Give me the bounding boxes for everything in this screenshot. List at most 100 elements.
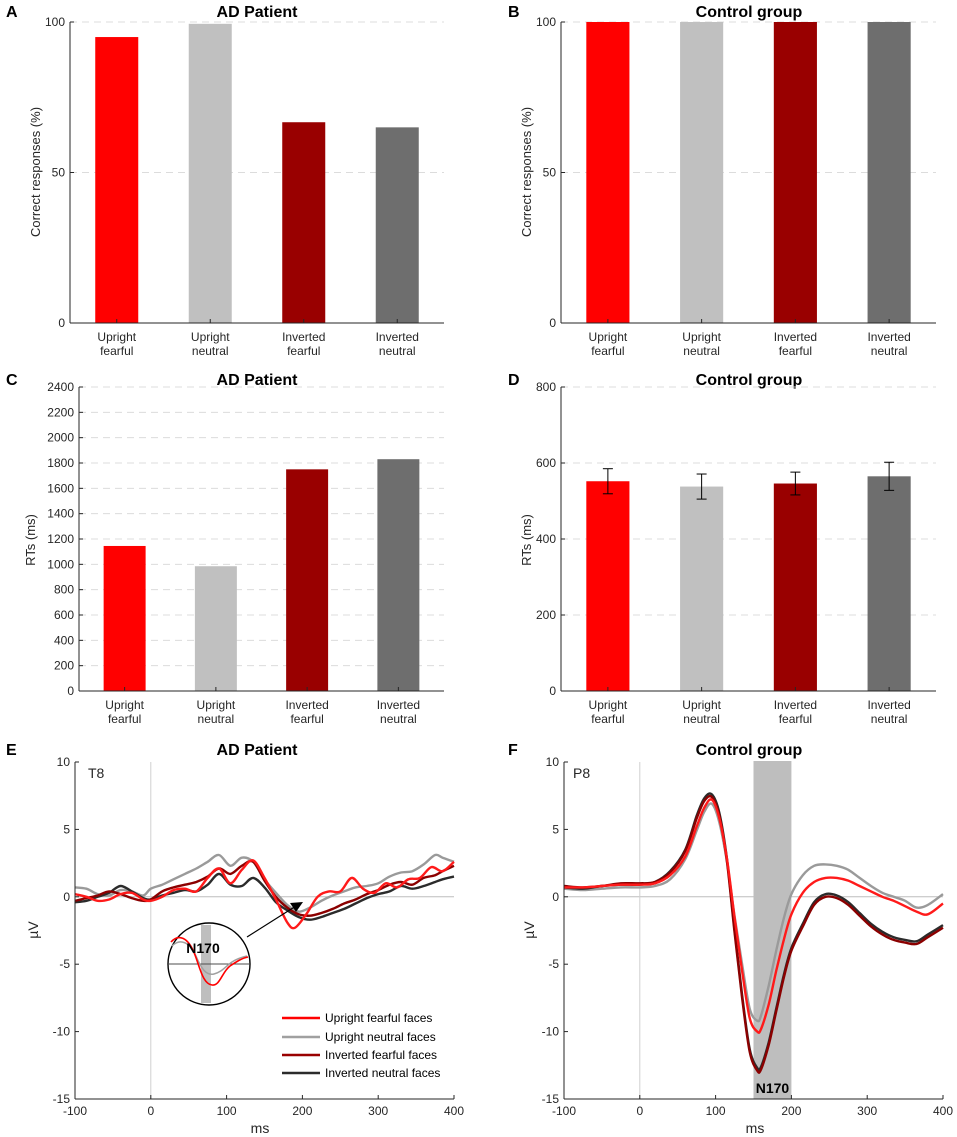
- panel-b-ytick-label: 50: [543, 166, 557, 180]
- panel-a-bar-2: [188, 23, 232, 323]
- panel-a-xtick-label: fearful: [100, 344, 133, 358]
- panel-b-ylabel: Correct responses (%): [519, 107, 534, 237]
- panel-b: B Control group 0 50 100 UprightfearfulUpr…: [508, 4, 936, 358]
- panel-e-legend: Upright fearful faces Upright neutral fa…: [282, 1011, 440, 1080]
- panel-b-xtick-label: fearful: [779, 344, 812, 358]
- panel-f-xtick-label: 200: [781, 1104, 801, 1118]
- panel-e-ytick-label: -10: [53, 1025, 71, 1039]
- panel-f-xtick-label: -100: [552, 1104, 576, 1118]
- panel-b-xtick-label: Inverted: [774, 330, 817, 344]
- panel-b-title: Control group: [696, 4, 803, 21]
- panel-b-bar-1: [586, 22, 630, 323]
- panel-e-ylabel: µV: [25, 921, 41, 939]
- panel-f: F Control group -15 -10 -5 0 5 10 -100 0 100 200…: [508, 742, 953, 1136]
- panel-e-xtick-label: -100: [63, 1104, 87, 1118]
- panel-c-ytick-label: 400: [54, 633, 74, 647]
- panel-f-xtick-label: 400: [933, 1104, 953, 1118]
- panel-f-xtick-label: 100: [706, 1104, 726, 1118]
- panel-a-xtick-label: Upright: [97, 330, 136, 344]
- panel-f-xtick-label: 0: [636, 1104, 643, 1118]
- panel-c-xtick-label: neutral: [380, 712, 417, 726]
- panel-c-ytick-label: 1200: [47, 532, 74, 546]
- panel-d-xtick-label: Inverted: [867, 698, 910, 712]
- panel-b-xtick-label: fearful: [591, 344, 624, 358]
- panel-f-axes: [563, 762, 943, 1100]
- panel-e-xlabel: ms: [251, 1120, 270, 1136]
- panel-b-letter: B: [508, 4, 520, 21]
- panel-f-ytick-label: -5: [548, 957, 559, 971]
- panel-a-letter: A: [6, 4, 18, 21]
- panel-e-yticks: -15 -10 -5 0 5 10: [53, 755, 79, 1106]
- panel-d-xticks: UprightfearfulUprightneutralInvertedfear…: [589, 687, 911, 726]
- panel-a-ytick-label: 50: [52, 166, 66, 180]
- panel-f-xlabel: ms: [746, 1120, 765, 1136]
- panel-d-ytick-label: 0: [549, 684, 556, 698]
- panel-f-title: Control group: [696, 742, 803, 759]
- legend-label-inverted-neutral: Inverted neutral faces: [325, 1066, 440, 1080]
- panel-a-ytick-label: 100: [45, 15, 65, 29]
- panel-c-bar-2: [194, 566, 237, 691]
- panel-a-xticks: UprightfearfulUprightneutralInvertedfear…: [97, 319, 419, 358]
- panel-d-xtick-label: Inverted: [774, 698, 817, 712]
- panel-e-channel: T8: [88, 765, 105, 781]
- panel-e-ytick-label: 0: [63, 890, 70, 904]
- panel-d-letter: D: [508, 372, 520, 389]
- panel-b-ytick-label: 0: [549, 316, 556, 330]
- panel-d-bar-1: [586, 481, 630, 691]
- panel-d-title: Control group: [696, 372, 803, 389]
- panel-f-ytick-label: -10: [542, 1025, 560, 1039]
- panel-c-bar-3: [286, 469, 329, 691]
- panel-f-series-upright-neutral: [563, 802, 944, 1023]
- panel-d-ytick-label: 600: [536, 456, 556, 470]
- panel-b-bar-3: [773, 22, 817, 323]
- panel-c-xtick-label: Upright: [197, 698, 236, 712]
- panel-e-ytick-label: 10: [57, 755, 71, 769]
- panel-b-xtick-label: Inverted: [867, 330, 910, 344]
- panel-d-xtick-label: fearful: [591, 712, 624, 726]
- panel-e: E AD Patient -15 -10 -5 0 5 10 -100 0 100 200 300…: [6, 742, 464, 1136]
- panel-a-xtick-label: fearful: [287, 344, 320, 358]
- panel-d-xtick-label: neutral: [683, 712, 720, 726]
- panel-b-ytick-label: 100: [536, 15, 556, 29]
- panel-b-xtick-label: neutral: [683, 344, 720, 358]
- panel-b-xtick-label: neutral: [871, 344, 908, 358]
- panel-a-xtick-label: neutral: [192, 344, 229, 358]
- panel-d-bar-4: [867, 476, 911, 691]
- panel-c-ytick-label: 1600: [47, 481, 74, 495]
- panel-c-xtick-label: fearful: [290, 712, 323, 726]
- panel-a-bar-3: [282, 122, 326, 323]
- panel-e-inset: N170: [167, 902, 303, 1006]
- panel-e-xtick-label: 0: [147, 1104, 154, 1118]
- inset-arrow-line: [246, 905, 297, 938]
- panel-e-title: AD Patient: [217, 742, 299, 759]
- panel-f-ytick-label: 10: [546, 755, 560, 769]
- panel-e-series-upright-fearful: [74, 859, 455, 930]
- panel-c-xtick-label: Upright: [105, 698, 144, 712]
- panel-d-ytick-label: 200: [536, 608, 556, 622]
- panel-d-xtick-label: Upright: [589, 698, 628, 712]
- panel-e-xtick-label: 200: [292, 1104, 312, 1118]
- panel-f-ytick-label: -15: [542, 1092, 560, 1106]
- panel-c-ytick-label: 1400: [47, 507, 74, 521]
- panel-e-xtick-label: 300: [368, 1104, 388, 1118]
- panel-a-xtick-label: neutral: [379, 344, 416, 358]
- panel-f-ytick-label: 5: [552, 822, 559, 836]
- panel-d-bars: [586, 476, 911, 691]
- panel-c-ytick-label: 2000: [47, 431, 74, 445]
- panel-c-ylabel: RTs (ms): [23, 514, 38, 566]
- panel-f-xtick-label: 300: [857, 1104, 877, 1118]
- panel-e-ytick-label: 5: [63, 822, 70, 836]
- panel-d-bar-3: [773, 483, 817, 691]
- panel-e-series: [74, 853, 455, 930]
- panel-b-xticks: UprightfearfulUprightneutralInvertedfear…: [589, 319, 911, 358]
- panel-c-xtick-label: fearful: [108, 712, 141, 726]
- panel-c-xtick-label: neutral: [198, 712, 235, 726]
- panel-c-bar-4: [377, 459, 420, 691]
- panel-c-ytick-label: 1000: [47, 557, 74, 571]
- panel-e-letter: E: [6, 742, 17, 759]
- panel-a-ytick-label: 0: [58, 316, 65, 330]
- panel-c-ytick-label: 200: [54, 659, 74, 673]
- legend-label-upright-fearful: Upright fearful faces: [325, 1011, 432, 1025]
